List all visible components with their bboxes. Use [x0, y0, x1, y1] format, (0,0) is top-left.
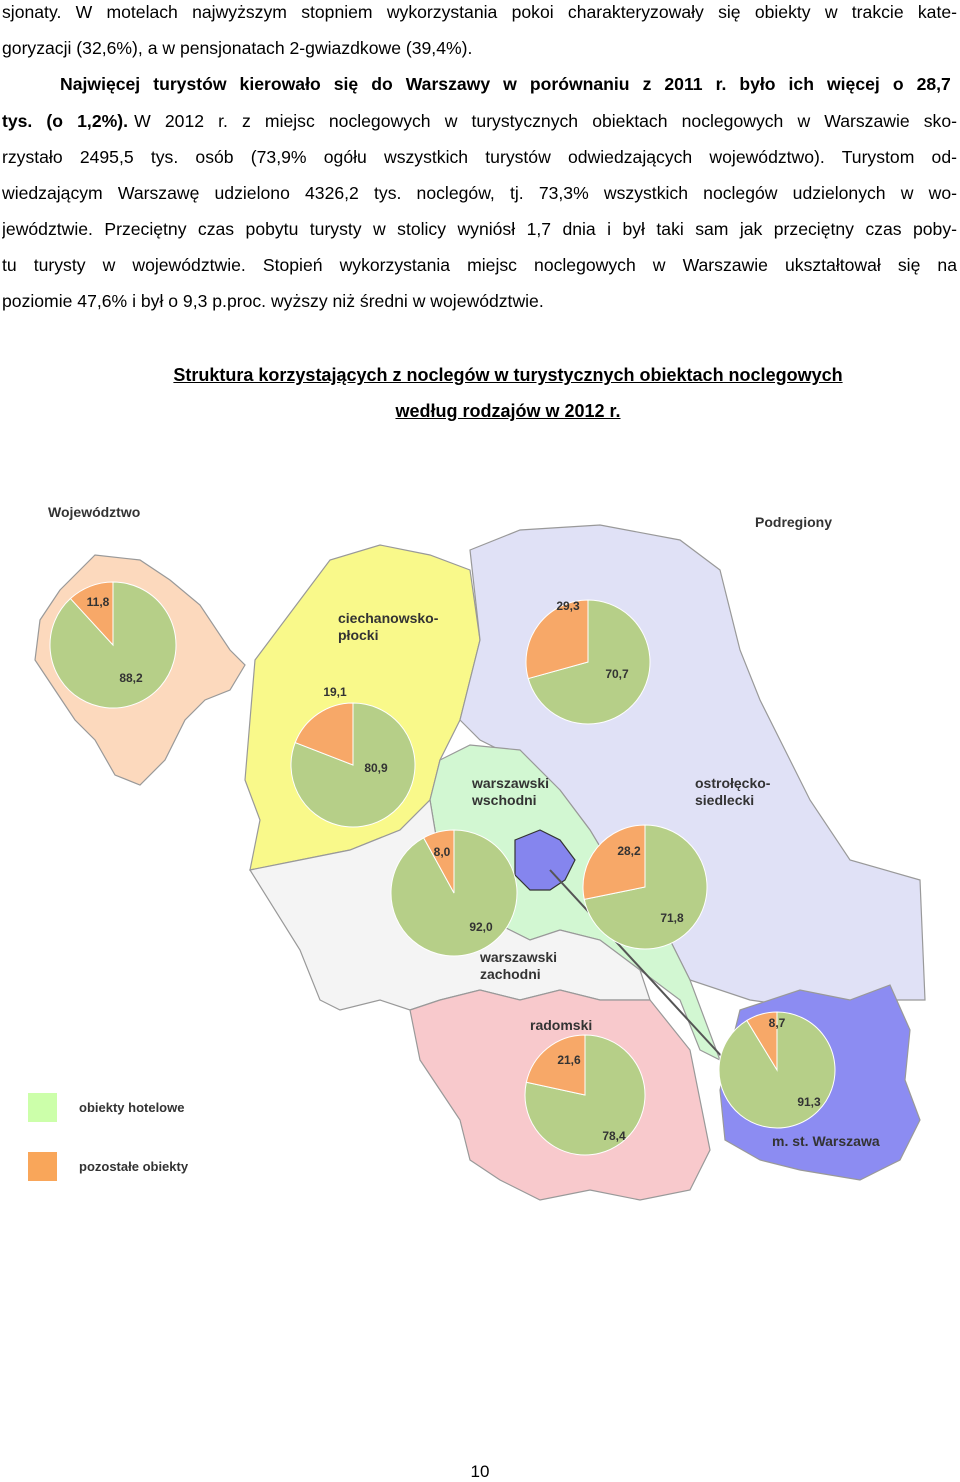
region-label: zachodni [480, 966, 541, 982]
caption-line: Struktura korzystających z noclegów w tu… [173, 365, 843, 385]
pie-value-label: 21,6 [557, 1053, 581, 1067]
page-number: 10 [470, 1462, 490, 1481]
text-line: jewództwie. Przeciętny czas pobytu turys… [2, 217, 957, 241]
text-line: goryzacji (32,6%), a w pensjonatach 2-gw… [2, 36, 957, 60]
text-line: sjonaty. W motelach najwyższym stopniem … [2, 0, 957, 24]
legend-swatch [28, 1093, 57, 1122]
region-label: warszawski [471, 775, 549, 791]
region-label: ostrołęcko- [695, 775, 771, 791]
text-line: tys. (o 1,2%). W 2012 r. z miejsc noclego… [2, 109, 957, 133]
pie-value-label: 8,7 [769, 1016, 786, 1030]
region-label: ciechanowsko- [338, 610, 439, 626]
legend-label: obiekty hotelowe [79, 1100, 184, 1115]
warsaw-shape [514, 829, 576, 891]
pie-slice [527, 599, 651, 725]
legend-swatch [28, 1152, 57, 1181]
legend-label: pozostałe obiekty [79, 1159, 189, 1174]
pie-slice [525, 599, 589, 680]
text: sjonaty. W motelach najwyższym stopniem … [2, 2, 957, 22]
text: rzystało 2495,5 tys. osób (73,9% ogółu w… [2, 147, 957, 167]
text: poziomie 47,6% i był o 9,3 p.proc. wyższ… [2, 291, 544, 311]
pie-slice [525, 1034, 586, 1096]
text-line: rzystało 2495,5 tys. osób (73,9% ogółu w… [2, 145, 957, 169]
text: wiedzającym Warszawę udzielono 4326,2 ty… [2, 183, 957, 203]
bold-text: Najwięcej turystów kierowało się do Wars… [60, 74, 951, 94]
region-label: warszawski [479, 949, 557, 965]
pie-value-label: 71,8 [660, 911, 684, 925]
text-line: poziomie 47,6% i był o 9,3 p.proc. wyższ… [2, 289, 957, 313]
pie-value-label: 29,3 [556, 599, 580, 613]
text-line: tu turysty w województwie. Stopień wykor… [2, 253, 957, 277]
pie-value-label: 80,9 [364, 761, 388, 775]
text-line: wiedzającym Warszawę udzielono 4326,2 ty… [2, 181, 957, 205]
text: tu turysty w województwie. Stopień wykor… [2, 255, 957, 275]
pie-slice [582, 824, 646, 900]
region-label: m. st. Warszawa [772, 1133, 880, 1149]
text-line: Najwięcej turystów kierowało się do Wars… [60, 72, 957, 96]
pie-slice [746, 1011, 778, 1072]
pie-value-label: 88,2 [119, 671, 143, 685]
pie-slice [294, 702, 354, 766]
pie-slice [524, 1034, 646, 1156]
caption-line: według rodzajów w 2012 r. [395, 401, 621, 421]
region-label: płocki [338, 627, 378, 643]
map-label: Województwo [48, 504, 140, 520]
pie-value-label: 19,1 [323, 685, 347, 699]
pie-value-label: 8,0 [434, 845, 451, 859]
pie-value-label: 11,8 [87, 595, 110, 609]
pie-value-label: 92,0 [469, 920, 493, 934]
pie-value-label: 70,7 [605, 667, 629, 681]
pie-value-label: 78,4 [602, 1129, 626, 1143]
pie-slice [422, 829, 455, 894]
zoom-line [549, 869, 726, 1061]
region-label: radomski [530, 1017, 592, 1033]
text: goryzacji (32,6%), a w pensjonatach 2-gw… [2, 38, 473, 58]
pie-slice [69, 581, 114, 647]
pie-value-label: 91,3 [797, 1095, 821, 1109]
region-label: siedlecki [695, 792, 754, 808]
text: jewództwie. Przeciętny czas pobytu turys… [2, 219, 957, 239]
pie-slice [583, 824, 708, 950]
pie-value-label: 28,2 [617, 844, 641, 858]
region-label: wschodni [471, 792, 537, 808]
map-label: Podregiony [755, 514, 832, 530]
bold-text: tys. (o 1,2%). [2, 111, 128, 131]
text: W 2012 r. z miejsc noclegowych w turysty… [134, 111, 957, 131]
